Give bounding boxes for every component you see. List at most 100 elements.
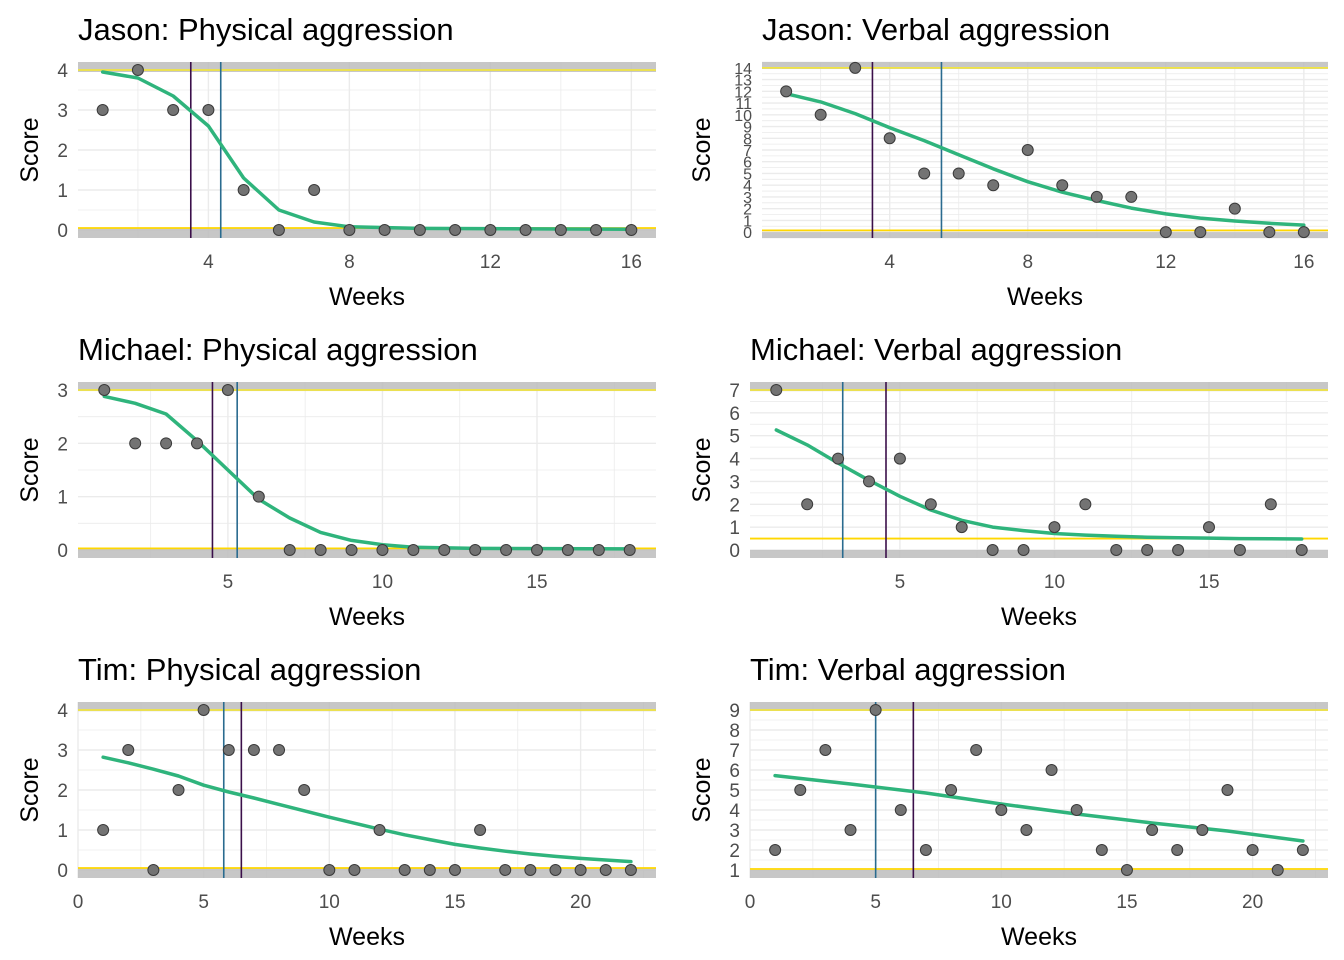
- x-axis-title: Weeks: [1001, 603, 1077, 631]
- x-axis-title: Weeks: [329, 923, 405, 951]
- x-tick-label: 10: [991, 892, 1012, 913]
- data-point: [407, 544, 420, 556]
- y-tick-label: 2: [729, 495, 740, 516]
- data-point: [272, 224, 285, 236]
- data-point: [376, 544, 389, 556]
- fitted-curve: [784, 91, 1306, 227]
- fitted-curve: [102, 394, 632, 551]
- x-tick-label: 15: [526, 572, 547, 593]
- data-point: [348, 864, 361, 876]
- x-tick-label: 10: [319, 892, 340, 913]
- data-point: [524, 864, 537, 876]
- y-tick-label: 2: [729, 841, 740, 862]
- y-tick-label: 9: [743, 120, 752, 137]
- data-point: [549, 864, 562, 876]
- data-point: [819, 744, 832, 756]
- data-point: [1048, 521, 1061, 534]
- y-tick-label: 14: [734, 61, 752, 78]
- data-point: [323, 864, 336, 876]
- data-point: [574, 864, 587, 876]
- y-tick-label: 3: [729, 472, 740, 493]
- y-tick-label: 0: [57, 861, 68, 882]
- data-point: [500, 544, 513, 556]
- y-tick-label: 1: [57, 181, 68, 202]
- y-tick-label: 8: [743, 131, 752, 148]
- boundary-band-2: [78, 548, 656, 558]
- data-point: [849, 61, 862, 74]
- data-point: [378, 224, 391, 236]
- y-tick-label: 4: [57, 61, 68, 82]
- y-tick-label: 8: [729, 721, 740, 742]
- data-point: [131, 64, 144, 76]
- data-point: [1141, 544, 1154, 556]
- y-tick-label: 0: [57, 221, 68, 242]
- data-point: [769, 844, 782, 856]
- data-point: [590, 224, 603, 236]
- y-tick-label: 4: [743, 178, 752, 195]
- data-point: [945, 784, 958, 796]
- y-tick-label: 4: [729, 450, 740, 471]
- chart-panel-3: 0 1 2 3 5 10 15 Michael: Physical aggression Wee…: [16, 332, 656, 631]
- data-point: [883, 132, 896, 145]
- data-point: [986, 544, 999, 556]
- data-point: [373, 824, 386, 836]
- data-point: [832, 452, 845, 465]
- y-tick-label: 1: [729, 518, 740, 539]
- data-point: [202, 104, 215, 116]
- data-point: [283, 544, 296, 556]
- y-tick-label: 3: [743, 190, 752, 207]
- y-tick-label: 6: [729, 761, 740, 782]
- data-point: [221, 384, 234, 396]
- data-point: [1045, 764, 1058, 776]
- data-point: [172, 784, 185, 796]
- y-tick-label: 2: [743, 202, 752, 219]
- data-point: [1021, 144, 1034, 156]
- data-point: [625, 224, 638, 236]
- y-tick-label: 2: [57, 141, 68, 162]
- data-point: [844, 824, 857, 836]
- x-tick-label: 15: [444, 892, 465, 913]
- data-point: [1146, 824, 1159, 836]
- data-point: [919, 844, 932, 856]
- data-point: [623, 544, 636, 556]
- data-point: [237, 184, 250, 196]
- data-point: [1271, 864, 1284, 876]
- y-tick-label: 5: [729, 781, 740, 802]
- y-tick-label: 0: [729, 541, 740, 562]
- y-tick-label: 7: [743, 143, 752, 160]
- data-point: [893, 452, 906, 465]
- chart-title: Tim: Physical aggression: [78, 652, 421, 687]
- data-point: [894, 804, 907, 816]
- x-tick-label: 16: [621, 252, 642, 273]
- data-point: [1095, 844, 1108, 856]
- data-point: [413, 224, 426, 236]
- fitted-curve: [774, 428, 1304, 541]
- data-point: [1020, 824, 1033, 836]
- data-point: [97, 824, 110, 836]
- y-axis-title: Score: [16, 437, 44, 502]
- x-tick-label: 15: [1116, 892, 1137, 913]
- boundary-band-2: [750, 870, 1328, 878]
- y-axis-title: Score: [16, 757, 44, 822]
- data-point: [1221, 784, 1234, 796]
- y-axis-title: Score: [688, 757, 716, 822]
- data-point: [1263, 226, 1276, 239]
- x-tick-label: 5: [198, 892, 209, 913]
- data-point: [1070, 804, 1083, 816]
- data-point: [191, 437, 203, 450]
- data-point: [952, 167, 965, 180]
- data-point: [160, 437, 173, 450]
- y-tick-label: 11: [735, 96, 752, 113]
- data-point: [448, 864, 461, 876]
- x-tick-label: 15: [1198, 572, 1219, 593]
- data-point: [122, 744, 135, 756]
- y-tick-label: 5: [743, 166, 752, 183]
- data-point: [1246, 844, 1259, 856]
- x-tick-label: 5: [223, 572, 234, 593]
- data-point: [1017, 544, 1030, 556]
- data-point: [624, 864, 637, 876]
- data-point: [147, 864, 160, 876]
